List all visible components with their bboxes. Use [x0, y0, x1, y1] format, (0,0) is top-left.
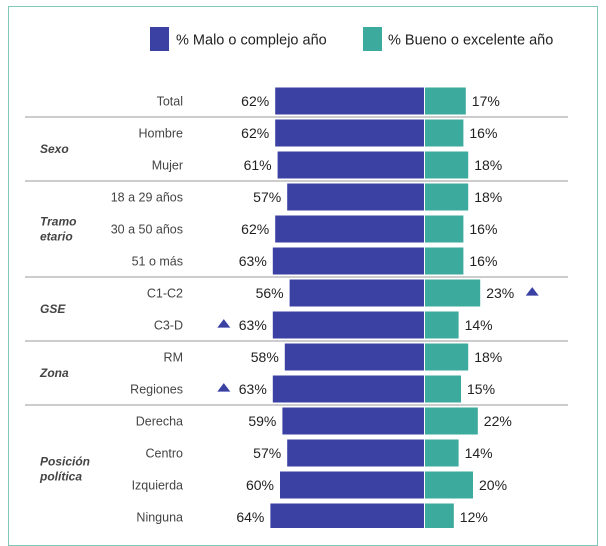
up-triangle-icon	[525, 287, 539, 296]
value-label-bueno: 16%	[469, 221, 497, 237]
bar-bueno	[425, 439, 459, 467]
bar-malo	[272, 247, 424, 275]
group-label: Sexo	[40, 142, 69, 156]
diverging-bar-chart: % Malo o complejo año % Bueno o excelente…	[25, 27, 568, 528]
bar-bueno	[425, 247, 464, 275]
bar-malo	[275, 87, 424, 115]
legend-swatch-malo	[150, 27, 169, 51]
value-label-bueno: 18%	[474, 189, 502, 205]
legend-label-malo: % Malo o complejo año	[176, 33, 327, 49]
group-label: GSE	[40, 302, 66, 316]
group-label: Tramo etario	[40, 215, 76, 244]
value-label-bueno: 12%	[460, 509, 488, 525]
legend-swatch-bueno	[363, 27, 382, 51]
value-label-bueno: 22%	[484, 413, 512, 429]
bar-malo	[275, 215, 424, 243]
bar-malo	[277, 151, 424, 179]
value-label-bueno: 20%	[479, 477, 507, 493]
bar-bueno	[425, 279, 481, 307]
category-label: Total	[157, 95, 183, 109]
value-label-bueno: 16%	[469, 253, 497, 269]
bar-malo	[275, 119, 424, 147]
bar-malo	[284, 343, 424, 371]
bar-bueno	[425, 311, 459, 339]
value-label-malo: 62%	[241, 93, 269, 109]
value-label-malo: 61%	[244, 157, 272, 173]
value-label-bueno: 18%	[474, 157, 502, 173]
value-label-malo: 63%	[239, 253, 267, 269]
bar-malo	[270, 503, 424, 528]
up-triangle-icon	[217, 319, 231, 328]
bar-bueno	[425, 151, 469, 179]
value-label-bueno: 18%	[474, 349, 502, 365]
value-label-malo: 57%	[253, 445, 281, 461]
bar-malo	[287, 183, 424, 211]
category-label: 51 o más	[132, 255, 183, 269]
bar-malo	[272, 311, 424, 339]
value-label-malo: 64%	[236, 509, 264, 525]
bar-bueno	[425, 503, 454, 528]
legend-label-bueno: % Bueno o excelente año	[388, 33, 553, 49]
category-label: Regiones	[130, 383, 183, 397]
category-label: Ninguna	[136, 511, 183, 525]
bar-bueno	[425, 87, 466, 115]
value-label-malo: 56%	[256, 285, 284, 301]
bar-bueno	[425, 215, 464, 243]
bar-malo	[272, 375, 424, 403]
value-label-malo: 57%	[253, 189, 281, 205]
up-triangle-icon	[217, 383, 231, 392]
category-label: Izquierda	[132, 479, 183, 493]
group-label: Zona	[39, 366, 69, 380]
category-label: Mujer	[152, 159, 183, 173]
value-label-malo: 62%	[241, 221, 269, 237]
bar-malo	[282, 407, 424, 435]
value-label-bueno: 14%	[465, 317, 493, 333]
value-label-malo: 58%	[251, 349, 279, 365]
value-label-bueno: 23%	[486, 285, 514, 301]
bar-bueno	[425, 375, 461, 403]
group-label: Posición política	[39, 455, 90, 484]
bar-bueno	[425, 119, 464, 147]
category-label: 30 a 50 años	[111, 223, 183, 237]
category-label: C3-D	[154, 319, 183, 333]
bar-bueno	[425, 471, 473, 499]
bar-malo	[280, 471, 424, 499]
value-label-malo: 60%	[246, 477, 274, 493]
value-label-bueno: 15%	[467, 381, 495, 397]
value-label-malo: 63%	[239, 317, 267, 333]
category-label: 18 a 29 años	[111, 191, 183, 205]
bar-bueno	[425, 183, 469, 211]
value-label-malo: 63%	[239, 381, 267, 397]
value-label-malo: 59%	[248, 413, 276, 429]
value-label-bueno: 16%	[469, 125, 497, 141]
value-label-malo: 62%	[241, 125, 269, 141]
value-label-bueno: 14%	[465, 445, 493, 461]
category-label: Hombre	[139, 127, 184, 141]
category-label: RM	[164, 351, 183, 365]
category-label: Derecha	[136, 415, 183, 429]
category-label: Centro	[145, 447, 183, 461]
bar-bueno	[425, 343, 469, 371]
category-label: C1-C2	[147, 287, 183, 301]
bar-bueno	[425, 407, 478, 435]
bar-malo	[287, 439, 424, 467]
bar-malo	[289, 279, 424, 307]
value-label-bueno: 17%	[472, 93, 500, 109]
